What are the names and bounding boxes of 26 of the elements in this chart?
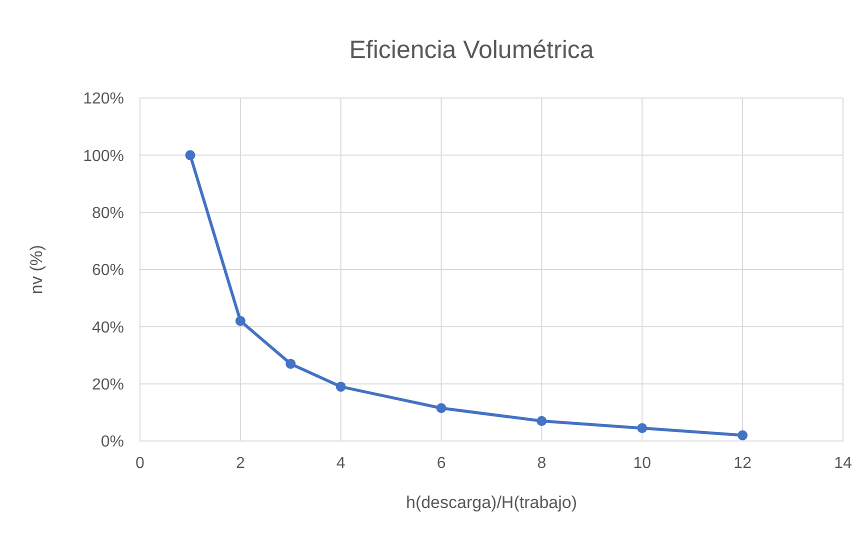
point xyxy=(185,150,196,160)
x-tick-label: 8 xyxy=(537,455,546,472)
y-tick-label: 0% xyxy=(100,434,124,451)
x-axis-title: h(descarga)/H(trabajo) xyxy=(406,493,578,512)
x-tick-label: 12 xyxy=(734,455,752,472)
x-tick-label: 0 xyxy=(136,455,145,472)
x-tick-label: 2 xyxy=(236,455,245,472)
chart-title: Eficiencia Volumétrica xyxy=(349,36,594,64)
x-tick-label: 4 xyxy=(336,455,346,472)
y-axis-title: nv (%) xyxy=(27,244,46,294)
point xyxy=(436,403,446,414)
y-tick-label: 120% xyxy=(83,90,124,108)
y-tick-label: 20% xyxy=(92,376,124,394)
point xyxy=(536,416,547,426)
x-tick-label: 10 xyxy=(633,455,652,472)
point xyxy=(336,382,346,392)
y-tick-label: 100% xyxy=(83,148,124,165)
y-tick-label: 40% xyxy=(92,319,124,336)
point xyxy=(286,358,296,369)
point xyxy=(738,430,748,440)
y-tick-label: 80% xyxy=(92,204,124,222)
y-tick-label: 60% xyxy=(92,262,124,280)
point xyxy=(637,423,648,434)
point xyxy=(235,316,246,326)
x-tick-label: 14 xyxy=(834,455,852,472)
x-tick-label: 6 xyxy=(436,455,446,472)
